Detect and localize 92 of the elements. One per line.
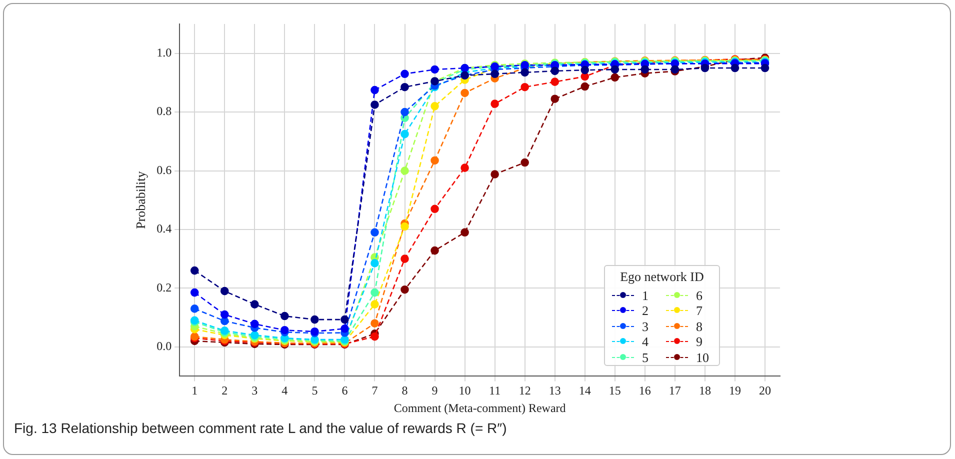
legend-label: 2 [642, 303, 648, 318]
point [430, 102, 439, 110]
point [460, 228, 469, 237]
point [250, 320, 259, 328]
point [340, 315, 349, 324]
point [400, 130, 409, 138]
point [370, 332, 379, 341]
caption: Fig. 13 Relationship between comment rate L and the value of rewards R (= R″) [14, 420, 507, 436]
legend-label: 6 [696, 288, 702, 303]
legend-label: 8 [696, 318, 702, 334]
x-tick-label: 6 [342, 384, 348, 398]
x-tick-label: 5 [312, 384, 318, 398]
x-tick-label: 1 [192, 384, 198, 398]
x-tick-label: 14 [578, 384, 591, 398]
legend-label: 4 [642, 334, 648, 350]
x-tick-label: 17 [668, 384, 681, 398]
point [190, 288, 199, 297]
point [550, 94, 559, 103]
legend-label: 7 [696, 303, 702, 318]
point [280, 312, 289, 320]
point [400, 222, 409, 231]
point [400, 285, 409, 294]
point [610, 73, 620, 82]
legend-title: Ego network ID [619, 268, 705, 284]
point [250, 300, 259, 308]
point [430, 204, 439, 214]
y-tick-label: 0.4 [156, 222, 172, 236]
point [400, 70, 409, 78]
x-tick-label: 19 [728, 384, 741, 398]
y-tick-label: 0.0 [156, 339, 172, 354]
point [370, 300, 379, 308]
point [550, 78, 559, 86]
point [580, 82, 590, 91]
x-tick-label: 11 [489, 384, 501, 398]
point [370, 259, 379, 268]
point [400, 82, 409, 92]
point [520, 158, 529, 167]
x-tick-label: 9 [432, 384, 438, 398]
x-tick-label: 13 [548, 384, 561, 398]
x-axis-title: Comment (Meta-comment) Reward [394, 400, 566, 415]
point [190, 304, 199, 313]
x-tick-label: 2 [222, 384, 228, 398]
point [580, 66, 590, 74]
point [370, 319, 379, 328]
point [430, 65, 439, 74]
point [460, 88, 469, 98]
x-tick-label: 15 [608, 384, 621, 398]
point [730, 64, 740, 72]
point [310, 315, 319, 324]
point [400, 108, 409, 116]
x-tick-label: 16 [638, 384, 651, 398]
point [370, 86, 379, 94]
x-tick-label: 3 [252, 384, 258, 398]
y-tick-label: 0.2 [156, 280, 172, 294]
point [460, 164, 469, 172]
y-axis-title: Probability [133, 170, 148, 229]
point [370, 228, 379, 237]
point [370, 288, 379, 297]
x-tick-label: 20 [758, 384, 771, 398]
point [400, 254, 409, 263]
point [220, 310, 229, 319]
x-tick-label: 4 [282, 384, 288, 398]
point [490, 100, 499, 108]
y-tick-label: 1.0 [156, 46, 172, 60]
legend-label: 9 [696, 334, 702, 350]
point [280, 326, 289, 334]
legend-label: 1 [642, 288, 648, 303]
point [370, 100, 379, 109]
point [190, 266, 199, 275]
x-tick-label: 10 [458, 384, 471, 398]
x-tick-label: 8 [402, 384, 408, 398]
y-tick-label: 0.6 [156, 162, 172, 177]
y-tick-label: 0.8 [156, 104, 172, 118]
legend-label: 3 [642, 318, 648, 334]
point [430, 156, 439, 165]
legend-label: 5 [642, 350, 648, 365]
x-tick-label: 18 [698, 384, 711, 398]
x-tick-label: 12 [518, 384, 531, 398]
point [760, 64, 770, 72]
point [430, 246, 439, 255]
point [520, 82, 529, 92]
point [490, 70, 499, 78]
point [490, 170, 499, 178]
point [400, 166, 409, 175]
point [220, 286, 229, 296]
point [610, 65, 620, 74]
point [550, 66, 559, 76]
point [640, 65, 650, 74]
x-tick-label: 7 [372, 384, 378, 398]
point [340, 324, 349, 333]
legend-label: 10 [696, 350, 709, 365]
point [520, 68, 529, 77]
